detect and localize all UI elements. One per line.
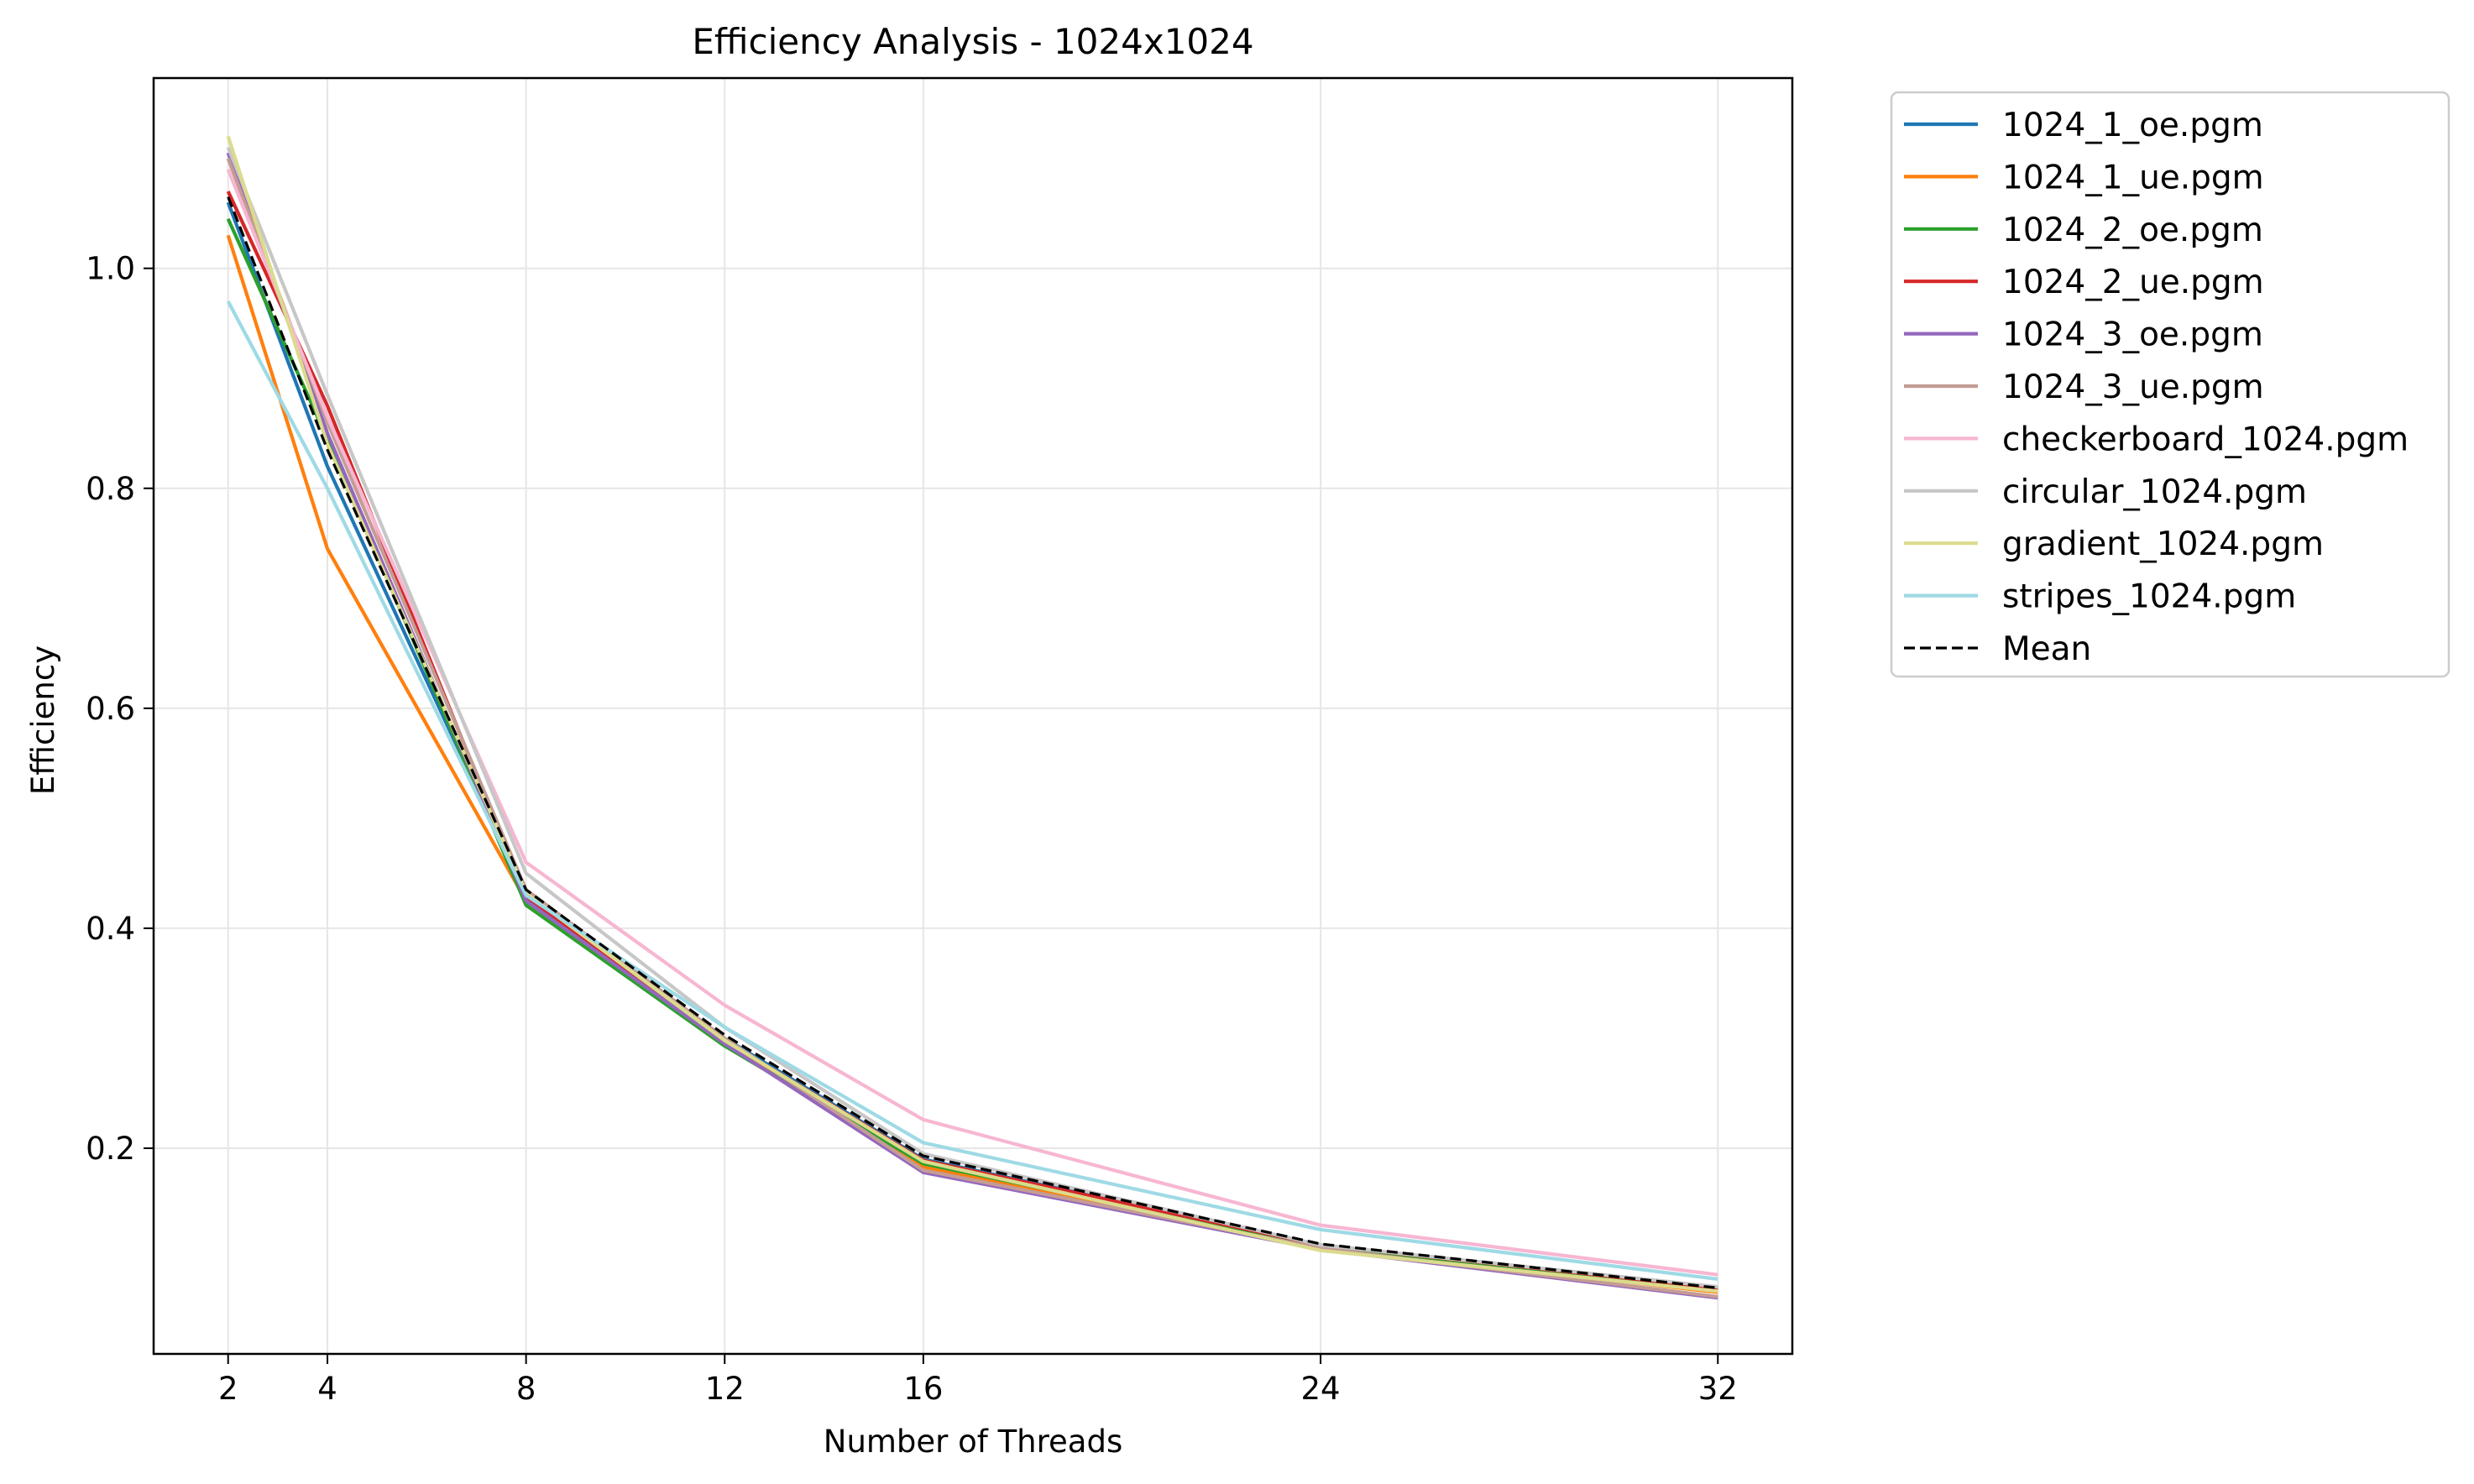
series-line [226,135,1718,1293]
x-tick-label: 24 [1301,1371,1341,1407]
x-tick-label: 2 [218,1371,238,1407]
legend-label: 1024_2_ue.pgm [2002,264,2264,301]
series-line [226,169,1718,1277]
legend-label: 1024_3_oe.pgm [2002,316,2263,354]
x-axis-label: Number of Threads [824,1424,1122,1460]
legend-label: checkerboard_1024.pgm [2002,421,2409,458]
y-tick-label: 0.2 [86,1131,135,1167]
y-tick-label: 0.8 [86,471,135,507]
y-tick-label: 1.0 [86,251,135,287]
legend-label: gradient_1024.pgm [2002,525,2324,563]
legend-label: 1024_2_oe.pgm [2002,212,2263,249]
legend-label: stripes_1024.pgm [2002,578,2296,616]
x-tick-label: 16 [903,1371,943,1407]
series-line [226,300,1718,1281]
series-line [226,157,1718,1298]
axis-ticks: 2 4 8 12 16 24 320.20.40.60.81.0 [86,251,1738,1407]
x-tick-label: 4 [317,1371,337,1407]
legend: 1024_1_oe.pgm 1024_1_ue.pgm 1024_2_oe.pgm 1… [1890,91,2450,678]
series-line [227,196,1718,1289]
legend-label: 1024_3_ue.pgm [2002,368,2264,406]
legend-frame [1890,91,2450,678]
chart-title: Efficiency Analysis - 1024x1024 [692,21,1253,62]
legend-label: circular_1024.pgm [2002,473,2307,511]
legend-label: 1024_1_oe.pgm [2002,107,2263,144]
y-tick-label: 0.4 [86,911,135,947]
y-axis-label: Efficiency [25,645,61,795]
x-tick-label: 12 [705,1371,745,1407]
x-tick-label: 8 [516,1371,536,1407]
y-tick-label: 0.6 [86,691,135,727]
grid-lines [154,78,1792,1354]
legend-label: 1024_1_ue.pgm [2002,159,2264,196]
plot-area-frame [152,76,1794,1356]
legend-label: Mean [2002,630,2091,668]
data-series [226,135,1718,1300]
x-tick-label: 32 [1698,1371,1738,1407]
